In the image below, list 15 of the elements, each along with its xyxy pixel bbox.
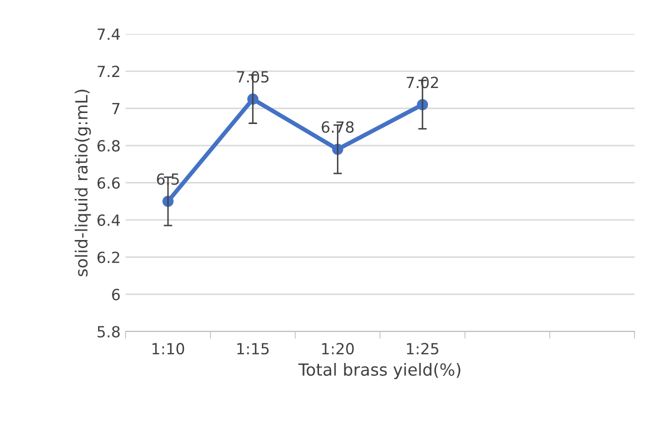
x-tick-label: 1:10 <box>152 342 184 354</box>
y-axis-title: solid-liquid ratio(g:mL) <box>74 90 91 276</box>
y-tick-label: 7.2 <box>98 66 120 77</box>
x-tick-label: 1:20 <box>322 342 354 354</box>
y-tick-label: 6.8 <box>98 140 120 152</box>
y-tick-label: 6 <box>112 288 120 300</box>
y-tick-label: 7.4 <box>98 28 120 40</box>
y-tick-label: 6.4 <box>98 214 120 226</box>
x-tick-label: 1:25 <box>407 342 438 354</box>
x-axis-title: Total brass yield(%) <box>298 362 460 380</box>
y-tick-label: 6.2 <box>98 252 120 264</box>
y-tick-label: 5.8 <box>98 326 120 338</box>
y-tick-label: 7 <box>112 103 120 114</box>
y-tick-label: 6.6 <box>98 177 120 189</box>
x-tick-label: 1:15 <box>237 343 269 354</box>
